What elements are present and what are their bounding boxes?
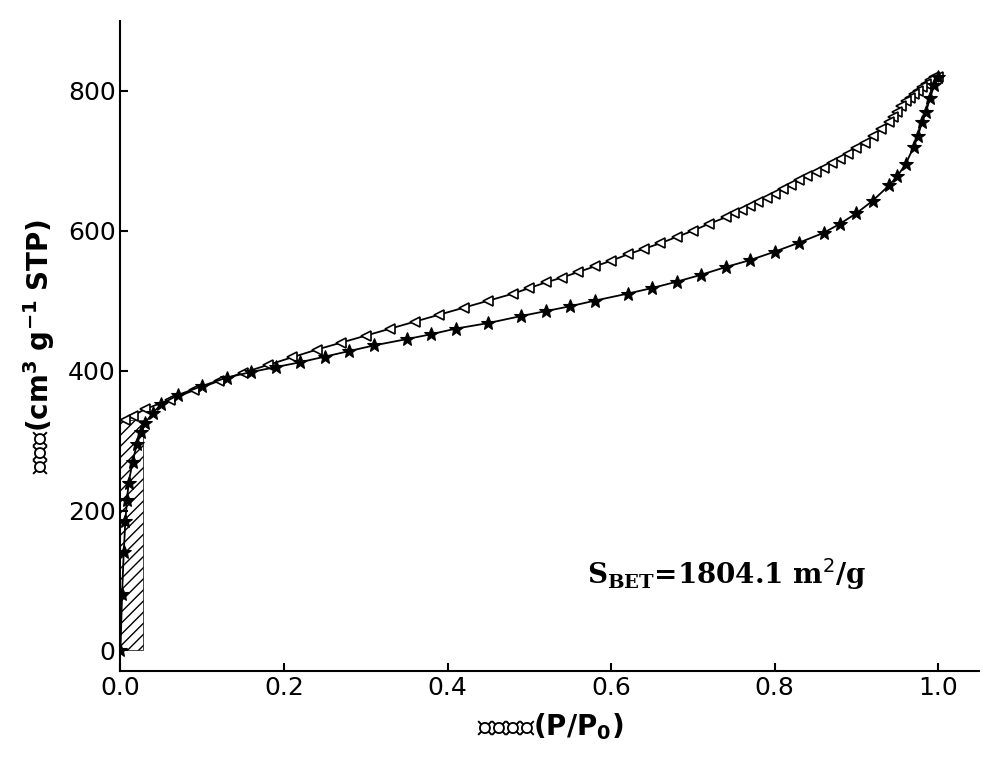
Adsorption bbox=[928, 81, 940, 90]
Desorption bbox=[127, 411, 139, 420]
Desorption bbox=[540, 278, 552, 287]
Desorption bbox=[728, 208, 740, 217]
Desorption bbox=[744, 201, 756, 210]
Desorption bbox=[826, 158, 838, 167]
Adsorption bbox=[793, 238, 805, 247]
Adsorption bbox=[720, 262, 732, 272]
Y-axis label: 吸附量$\mathbf{(cm^3\ g^{-1}\ STP)}$: 吸附量$\mathbf{(cm^3\ g^{-1}\ STP)}$ bbox=[21, 218, 57, 474]
Desorption bbox=[842, 149, 854, 158]
Desorption bbox=[119, 415, 131, 424]
Desorption bbox=[932, 72, 944, 82]
Adsorption bbox=[932, 72, 944, 82]
Line: Desorption: Desorption bbox=[120, 72, 943, 424]
Adsorption bbox=[155, 400, 167, 409]
Line: Adsorption: Adsorption bbox=[114, 70, 945, 658]
Adsorption bbox=[270, 362, 282, 372]
Text: S$_\mathregular{BET}$=1804.1 m$^2$/g: S$_\mathregular{BET}$=1804.1 m$^2$/g bbox=[587, 556, 866, 592]
X-axis label: 相对压力$\mathbf{(P/P_0)}$: 相对压力$\mathbf{(P/P_0)}$ bbox=[477, 711, 623, 742]
Adsorption bbox=[114, 645, 126, 655]
Adsorption bbox=[245, 368, 257, 377]
